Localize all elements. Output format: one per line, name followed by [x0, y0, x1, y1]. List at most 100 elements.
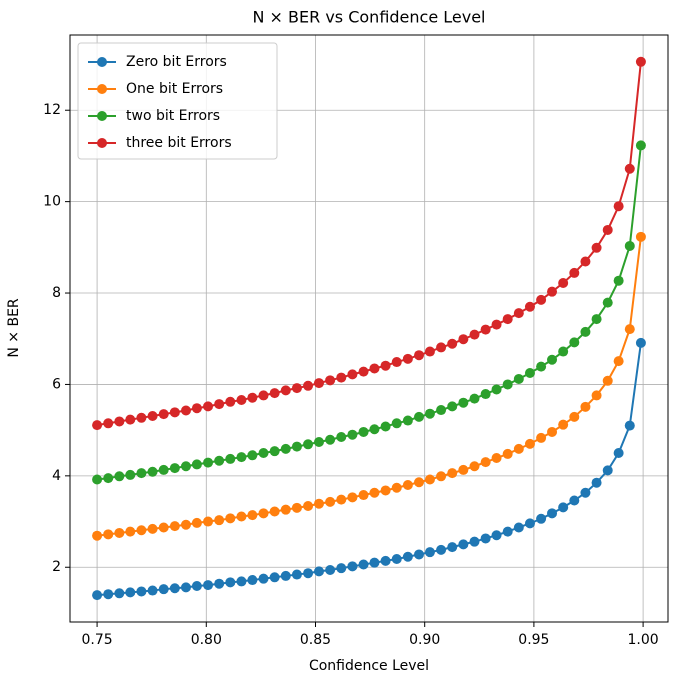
data-point — [624, 240, 635, 251]
data-point — [214, 399, 225, 410]
x-tick-label: 0.90 — [409, 632, 440, 648]
data-point — [247, 575, 258, 586]
data-point — [92, 590, 103, 601]
data-point — [180, 461, 191, 472]
data-point — [469, 393, 480, 404]
legend-marker — [97, 84, 107, 94]
data-point — [513, 308, 524, 319]
data-point — [203, 580, 214, 591]
data-point — [547, 354, 558, 365]
data-point — [369, 424, 380, 435]
data-point — [502, 314, 513, 325]
data-point — [225, 453, 236, 464]
data-point — [158, 584, 169, 595]
data-point — [303, 439, 314, 450]
data-point — [347, 369, 358, 380]
data-point — [624, 324, 635, 335]
data-point — [369, 363, 380, 374]
data-point — [447, 542, 458, 553]
data-point — [125, 526, 136, 537]
data-point — [436, 471, 447, 482]
data-point — [225, 396, 236, 407]
data-point — [569, 337, 580, 348]
data-point — [169, 583, 180, 594]
data-point — [580, 326, 591, 337]
data-point — [402, 353, 413, 364]
data-point — [391, 554, 402, 565]
data-point — [169, 407, 180, 418]
x-tick-label: 0.80 — [191, 632, 222, 648]
data-point — [136, 525, 147, 536]
data-point — [536, 361, 547, 372]
data-point — [214, 578, 225, 589]
data-point — [280, 570, 291, 581]
data-point — [491, 453, 502, 464]
data-point — [303, 501, 314, 512]
data-point — [236, 576, 247, 587]
data-point — [280, 385, 291, 396]
data-point — [258, 508, 269, 519]
data-point — [402, 415, 413, 426]
data-point — [380, 421, 391, 432]
data-point — [602, 297, 613, 308]
legend-marker — [97, 138, 107, 148]
data-point — [369, 487, 380, 498]
data-point — [447, 338, 458, 349]
data-point — [513, 443, 524, 454]
data-point — [313, 437, 324, 448]
data-point — [258, 390, 269, 401]
data-point — [547, 508, 558, 519]
legend-label: Zero bit Errors — [126, 54, 227, 70]
data-point — [291, 502, 302, 513]
data-point — [103, 418, 114, 429]
data-point — [92, 420, 103, 431]
data-point — [580, 401, 591, 412]
data-point — [236, 394, 247, 405]
data-point — [291, 441, 302, 452]
legend-label: two bit Errors — [126, 108, 220, 124]
data-point — [158, 522, 169, 533]
data-point — [203, 401, 214, 412]
data-point — [247, 392, 258, 403]
data-point — [280, 504, 291, 515]
data-point — [436, 544, 447, 555]
data-point — [291, 569, 302, 580]
data-point — [125, 469, 136, 480]
data-point — [347, 561, 358, 572]
data-point — [447, 401, 458, 412]
data-point — [536, 513, 547, 524]
data-point — [158, 464, 169, 475]
data-point — [103, 589, 114, 600]
data-point — [513, 373, 524, 384]
data-point — [380, 555, 391, 566]
data-point — [269, 446, 280, 457]
data-point — [558, 277, 569, 288]
data-point — [458, 464, 469, 475]
data-point — [402, 479, 413, 490]
data-point — [580, 487, 591, 498]
data-point — [247, 510, 258, 521]
data-point — [635, 140, 646, 151]
x-tick-label: 1.00 — [628, 632, 659, 648]
data-point — [236, 511, 247, 522]
data-point — [613, 275, 624, 286]
data-point — [180, 519, 191, 530]
data-point — [391, 482, 402, 493]
data-point — [214, 515, 225, 526]
data-point — [269, 388, 280, 399]
data-point — [624, 420, 635, 431]
data-point — [536, 432, 547, 443]
data-point — [524, 368, 535, 379]
data-point — [191, 517, 202, 528]
y-tick-label: 2 — [52, 559, 61, 575]
data-point — [358, 559, 369, 570]
data-point — [358, 366, 369, 377]
data-point — [491, 530, 502, 541]
legend-label: three bit Errors — [126, 135, 232, 151]
data-point — [269, 572, 280, 583]
data-point — [336, 563, 347, 574]
data-point — [169, 463, 180, 474]
data-point — [491, 319, 502, 330]
data-point — [569, 495, 580, 506]
data-point — [602, 465, 613, 476]
